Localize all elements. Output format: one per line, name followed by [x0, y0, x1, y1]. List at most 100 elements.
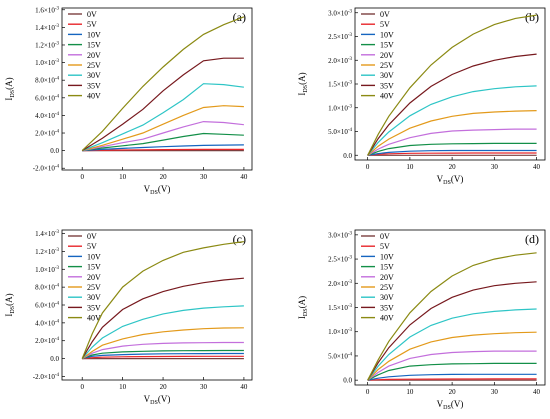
- x-tick-label: 0: [80, 383, 84, 391]
- y-tick-label: 1.0×10-3: [35, 59, 59, 67]
- legend-label: 5V: [87, 242, 97, 251]
- y-tick-label: 0.0: [50, 147, 59, 155]
- series-line-25V: [81, 327, 244, 360]
- legend-label: 20V: [87, 273, 101, 282]
- x-axis-title: VDS(V): [144, 394, 171, 406]
- x-tick-label: 40: [240, 383, 248, 391]
- series-line-35V: [81, 57, 244, 152]
- y-tick-label: 3.0×10-3: [328, 231, 352, 239]
- legend-label: 0V: [87, 10, 97, 19]
- y-axis-title: IDS(A): [297, 296, 309, 319]
- x-tick-label: 40: [533, 388, 541, 396]
- legend-label: 10V: [380, 30, 394, 39]
- legend-label: 5V: [87, 20, 97, 29]
- legend-label: 30V: [380, 71, 394, 80]
- x-tick-label: 40: [240, 173, 248, 181]
- y-tick-label: 2.0×10-3: [328, 280, 352, 288]
- series-line-35V: [81, 277, 244, 359]
- x-tick-label: 10: [406, 388, 414, 396]
- y-tick-label: 1.2×10-3: [35, 41, 59, 49]
- series-line-15V: [82, 132, 244, 152]
- y-tick-label: 5.0×10-4: [328, 352, 352, 360]
- legend-label: 30V: [87, 293, 101, 302]
- legend-label: 30V: [380, 293, 394, 302]
- y-tick-label: 1.6×10-3: [35, 6, 59, 14]
- y-tick-label: 1.0×10-3: [328, 104, 352, 112]
- series-line-5V: [367, 152, 537, 156]
- y-tick-label: 1.5×10-3: [328, 81, 352, 89]
- y-tick-label: 0.0: [343, 152, 352, 160]
- series-line-30V: [367, 308, 537, 381]
- panel-label: (c): [233, 232, 246, 246]
- legend-label: 40V: [380, 92, 394, 101]
- y-tick-label: 2.0×10-4: [35, 337, 59, 345]
- legend-label: 35V: [87, 81, 101, 90]
- legend-label: 0V: [380, 10, 390, 19]
- x-axis-title: VDS(V): [437, 399, 464, 411]
- legend-label: 15V: [87, 263, 101, 272]
- x-tick-label: 40: [533, 163, 541, 171]
- legend-label: 40V: [87, 314, 101, 323]
- y-tick-label: 1.0×10-3: [328, 328, 352, 336]
- series-line-20V: [367, 350, 537, 381]
- series-line-30V: [81, 305, 244, 359]
- series-line-30V: [367, 85, 537, 156]
- legend-label: 10V: [87, 252, 101, 261]
- legend-label: 0V: [87, 232, 97, 241]
- series-line-40V: [367, 14, 537, 156]
- series-line-10V: [82, 144, 244, 152]
- x-tick-label: 20: [160, 383, 168, 391]
- series-line-40V: [81, 241, 244, 359]
- y-tick-label: 2.5×10-3: [328, 256, 352, 264]
- y-tick-label: 8.0×10-4: [35, 77, 59, 85]
- y-tick-label: 2.0×10-3: [328, 57, 352, 65]
- y-tick-label: 2.5×10-3: [328, 33, 352, 41]
- series-line-40V: [367, 252, 537, 381]
- legend-label: 35V: [380, 303, 394, 312]
- x-tick-label: 0: [366, 388, 370, 396]
- legend-label: 15V: [380, 263, 394, 272]
- series-line-20V: [82, 120, 244, 152]
- legend-label: 25V: [380, 283, 394, 292]
- y-tick-label: 5.0×10-4: [328, 128, 352, 136]
- series-line-25V: [82, 105, 244, 152]
- series-line-20V: [367, 128, 537, 156]
- panel-3: 0 10 20 30 40 -2.0×10-4 0.0 2.0×10-4 4.0×10-4 6.0…: [4, 229, 253, 406]
- panel-label: (d): [525, 232, 539, 246]
- series-line-10V: [367, 149, 537, 156]
- y-tick-label: 6.0×10-4: [35, 94, 59, 102]
- series-line-5V: [82, 355, 244, 360]
- series-line-40V: [81, 16, 245, 152]
- y-tick-label: 1.5×10-3: [328, 304, 352, 312]
- legend-label: 0V: [380, 232, 390, 241]
- y-tick-label: -2.0×10-4: [33, 165, 60, 173]
- y-axis-title: IDS(A): [297, 72, 309, 95]
- legend-label: 20V: [380, 51, 394, 60]
- legend-label: 40V: [87, 92, 101, 101]
- y-tick-label: 4.0×10-4: [35, 112, 59, 120]
- y-tick-label: 3.0×10-3: [328, 9, 352, 17]
- legend-label: 35V: [87, 303, 101, 312]
- x-tick-label: 30: [491, 388, 499, 396]
- y-tick-label: 4.0×10-4: [35, 319, 59, 327]
- series-line-5V: [82, 148, 244, 152]
- legend-label: 20V: [87, 51, 101, 60]
- series-line-15V: [367, 142, 537, 156]
- y-tick-label: 1.0×10-3: [35, 266, 59, 274]
- legend-label: 40V: [380, 314, 394, 323]
- legend-label: 10V: [87, 30, 101, 39]
- legend-label: 20V: [380, 273, 394, 282]
- series-line-10V: [82, 352, 244, 360]
- legend-label: 15V: [380, 41, 394, 50]
- y-axis-title: IDS(A): [4, 77, 16, 100]
- panel-2: 0 10 20 30 40 0.0 5.0×10-4 1.0×10-3 1.5×10-3 2.0×…: [297, 7, 546, 186]
- y-tick-label: 6.0×10-4: [35, 302, 59, 310]
- x-tick-label: 10: [119, 383, 127, 391]
- x-axis-title: VDS(V): [437, 174, 464, 186]
- x-tick-label: 30: [200, 173, 208, 181]
- legend-label: 35V: [380, 81, 394, 90]
- legend-label: 15V: [87, 41, 101, 50]
